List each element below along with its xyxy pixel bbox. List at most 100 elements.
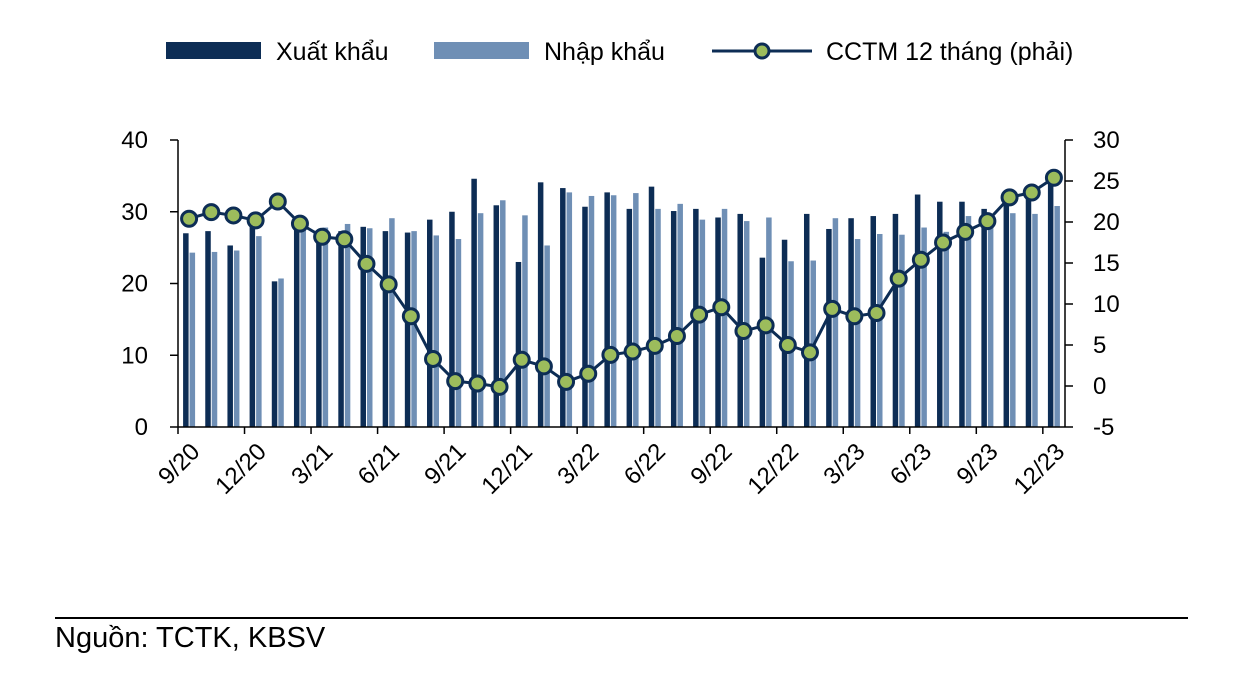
legend-marker-trade-balance bbox=[753, 42, 771, 60]
export-bar-1-22 bbox=[537, 182, 544, 427]
x-axis-tick-label: 9/21 bbox=[419, 438, 471, 490]
x-axis-tick-label: 12/23 bbox=[1009, 438, 1071, 500]
import-bar-6-23 bbox=[921, 227, 927, 427]
export-bar-7-22 bbox=[670, 211, 677, 427]
export-bar-4-23 bbox=[870, 216, 877, 427]
export-bar-12-22 bbox=[781, 239, 788, 427]
import-bar-9-23 bbox=[987, 217, 994, 427]
export-bar-6-21 bbox=[382, 231, 389, 427]
export-bar-11-22 bbox=[759, 257, 766, 427]
x-axis-tick-label: 6/22 bbox=[619, 438, 671, 490]
right-axis-tick-label: 25 bbox=[1093, 168, 1120, 195]
export-bar-7-21 bbox=[404, 232, 411, 427]
import-bar-3-22 bbox=[588, 195, 595, 427]
trade-balance-point-9-20 bbox=[180, 209, 199, 228]
import-bar-1-21 bbox=[278, 278, 284, 427]
export-bar-9-21 bbox=[449, 211, 455, 427]
export-bar-5-23 bbox=[892, 213, 899, 427]
right-axis-tick-label: 15 bbox=[1093, 250, 1120, 277]
x-axis-tick-label: 3/22 bbox=[552, 438, 604, 490]
source-divider bbox=[55, 617, 1188, 619]
right-axis-tick-label: 30 bbox=[1093, 127, 1120, 154]
trade-balance-point-9-23 bbox=[978, 212, 997, 231]
import-bar-12-21 bbox=[522, 215, 528, 427]
trade-balance-point-4-22 bbox=[601, 345, 620, 364]
export-bar-10-23 bbox=[1003, 192, 1010, 427]
right-axis-tick-label: 10 bbox=[1093, 291, 1120, 318]
import-bar-9-22 bbox=[721, 208, 728, 427]
import-bar-4-21 bbox=[344, 223, 351, 427]
import-bar-4-22 bbox=[610, 195, 617, 427]
trade-balance-point-5-21 bbox=[357, 254, 376, 273]
left-axis-tick-label: 0 bbox=[135, 414, 148, 441]
import-bar-10-20 bbox=[211, 251, 218, 427]
trade-balance-point-11-20 bbox=[224, 206, 243, 225]
import-bar-10-21 bbox=[477, 213, 484, 427]
trade-balance-point-10-22 bbox=[734, 322, 753, 341]
right-axis-tick-label: 0 bbox=[1093, 373, 1106, 400]
trade-balance-point-6-22 bbox=[645, 336, 664, 355]
export-bar-11-23 bbox=[1025, 190, 1032, 427]
import-bar-3-21 bbox=[322, 227, 329, 427]
export-bar-6-22 bbox=[648, 186, 655, 427]
import-bar-1-22 bbox=[544, 245, 550, 427]
trade-balance-point-9-22 bbox=[712, 298, 731, 317]
trade-balance-point-8-21 bbox=[424, 349, 443, 368]
export-bar-6-23 bbox=[914, 194, 921, 427]
import-bar-5-21 bbox=[366, 228, 373, 427]
import-bar-9-21 bbox=[455, 239, 462, 427]
trade-balance-point-8-23 bbox=[956, 222, 975, 241]
export-bar-4-21 bbox=[338, 231, 344, 427]
export-bar-9-22 bbox=[715, 217, 721, 427]
import-bar-2-22 bbox=[566, 192, 573, 427]
trade-balance-point-11-21 bbox=[490, 377, 509, 396]
trade-balance-point-3-21 bbox=[313, 227, 332, 246]
export-bar-9-20 bbox=[183, 233, 189, 427]
export-bar-8-21 bbox=[427, 219, 433, 427]
import-bar-11-21 bbox=[500, 200, 506, 427]
trade-balance-point-9-21 bbox=[446, 372, 465, 391]
right-axis-tick-label: -5 bbox=[1093, 414, 1114, 441]
x-axis-tick-label: 9/23 bbox=[952, 438, 1004, 490]
trade-balance-point-7-23 bbox=[934, 233, 953, 252]
trade-balance-point-2-22 bbox=[557, 372, 576, 391]
export-bar-10-20 bbox=[205, 231, 211, 427]
trade-balance-point-1-22 bbox=[534, 357, 553, 376]
legend-label-import: Nhập khẩu bbox=[544, 38, 665, 66]
x-axis-tick-label: 6/23 bbox=[885, 438, 937, 490]
export-bar-4-22 bbox=[604, 192, 610, 427]
source-note: Nguồn: TCTK, KBSV bbox=[55, 622, 326, 654]
import-bar-6-21 bbox=[389, 218, 395, 427]
trade-chart: Xuất khẩu Nhập khẩu CCTM 12 tháng (phải)… bbox=[121, 38, 1119, 500]
export-bar-10-21 bbox=[471, 178, 477, 427]
trade-balance-point-6-23 bbox=[911, 250, 930, 269]
export-bar-11-21 bbox=[493, 205, 500, 427]
x-axis-tick-label: 12/21 bbox=[476, 438, 538, 500]
export-bar-3-21 bbox=[316, 239, 322, 427]
trade-balance-point-7-21 bbox=[401, 307, 420, 326]
left-axis-tick-label: 40 bbox=[121, 127, 148, 154]
export-bar-2-22 bbox=[560, 188, 566, 427]
import-bar-5-22 bbox=[633, 193, 639, 427]
import-bar-9-20 bbox=[189, 252, 196, 427]
trade-balance-point-1-21 bbox=[268, 192, 287, 211]
trade-balance-point-1-23 bbox=[800, 343, 819, 362]
legend-label-export: Xuất khẩu bbox=[276, 38, 389, 66]
plot-area: 0 10 20 30 40 -5 0 5 10 15 20 25 30 9/20 12/20 3/21 6/21… bbox=[121, 127, 1119, 500]
import-bar-6-22 bbox=[655, 208, 661, 427]
x-axis-tick-label: 6/21 bbox=[353, 438, 405, 490]
x-axis-tick-label: 3/21 bbox=[286, 438, 338, 490]
trade-balance-point-2-21 bbox=[290, 214, 309, 233]
trade-balance-point-2-23 bbox=[823, 299, 842, 318]
import-bar-12-20 bbox=[256, 236, 262, 427]
x-axis-tick-label: 12/22 bbox=[742, 438, 804, 500]
import-bar-7-23 bbox=[943, 231, 950, 427]
trade-balance-point-11-22 bbox=[756, 316, 775, 335]
trade-balance-point-5-22 bbox=[623, 342, 642, 361]
import-bar-12-23 bbox=[1054, 206, 1060, 427]
export-bar-5-22 bbox=[626, 208, 633, 427]
import-bar-8-21 bbox=[433, 235, 440, 427]
import-bar-4-23 bbox=[877, 233, 883, 427]
import-bar-5-23 bbox=[899, 234, 905, 427]
export-bar-12-20 bbox=[249, 221, 256, 427]
